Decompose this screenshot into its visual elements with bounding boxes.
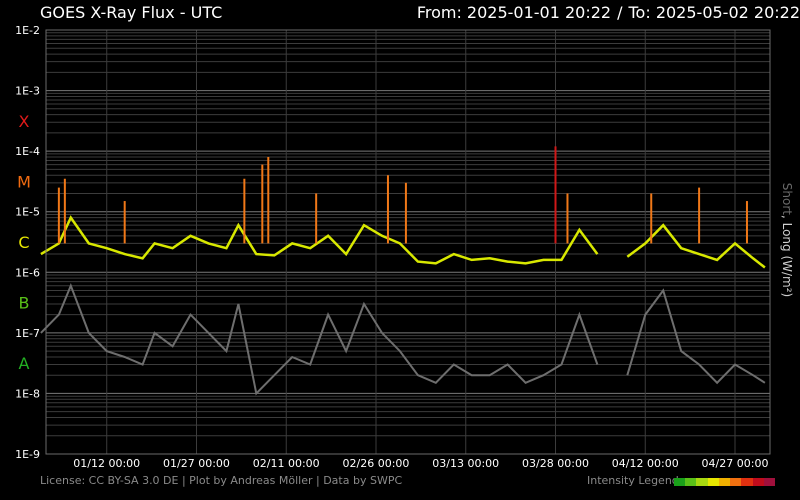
x-tick-label: 02/11 00:00: [253, 457, 320, 470]
flare-class-x: X: [19, 112, 30, 131]
y-tick-label: 1E-3: [15, 85, 40, 98]
intensity-legend-swatch: [707, 478, 719, 486]
flare-class-m: M: [17, 172, 31, 191]
intensity-legend-swatch: [674, 478, 686, 486]
range-separator: /: [617, 3, 623, 22]
intensity-legend-swatch: [730, 478, 742, 486]
y-axis-ticks: 1E-2 1E-3 1E-4 1E-5 1E-6 1E-7 1E-8 1E-9: [15, 24, 40, 461]
to-label: To: 2025-05-02 20:22: [628, 3, 800, 22]
from-label: From: 2025-01-01 20:22: [416, 3, 612, 22]
series-short-line: [40, 282, 766, 396]
flare-class-b: B: [19, 294, 30, 313]
flare-class-a: A: [19, 354, 30, 373]
y-axis-label-short: Short: [780, 182, 794, 215]
x-tick-label: 02/26 00:00: [343, 457, 410, 470]
x-tick-label: 03/13 00:00: [432, 457, 499, 470]
y-tick-label: 1E-7: [15, 327, 40, 340]
x-tick-label: 01/27 00:00: [163, 457, 230, 470]
plot-frame: [45, 29, 771, 455]
intensity-legend-swatch: [718, 478, 731, 486]
y-tick-label: 1E-4: [15, 145, 40, 158]
intensity-legend-label: Intensity Legend: [587, 474, 679, 487]
y-tick-label: 1E-8: [15, 387, 40, 400]
y-tick-label: 1E-6: [15, 266, 40, 279]
intensity-legend-swatch: [685, 478, 697, 486]
flare-class-labels: X M C B A: [17, 112, 31, 373]
intensity-legend-swatch: [752, 478, 764, 486]
x-tick-label: 03/28 00:00: [522, 457, 589, 470]
x-axis-ticks: 01/12 00:00 01/27 00:00 02/11 00:00 02/26 0…: [73, 457, 768, 470]
x-tick-label: 04/27 00:00: [702, 457, 769, 470]
flare-class-c: C: [18, 233, 29, 252]
y-axis-label-rest: , Long (W/m²): [780, 214, 794, 298]
y-tick-label: 1E-2: [15, 24, 40, 37]
intensity-legend-swatch: [741, 478, 753, 486]
intensity-legend-swatch: [763, 478, 775, 486]
y-tick-label: 1E-9: [15, 448, 40, 461]
chart-title: GOES X-Ray Flux - UTC: [40, 3, 223, 22]
x-tick-label: 04/12 00:00: [612, 457, 679, 470]
credits-footer: License: CC BY-SA 3.0 DE | Plot by Andre…: [40, 474, 403, 487]
chart-grid: [46, 30, 770, 455]
y-axis-label: Short, Long (W/m²): [780, 183, 794, 297]
time-range: From: 2025-01-01 20:22 / To: 2025-05-02 20…: [417, 3, 800, 22]
chart-series: [40, 146, 766, 396]
intensity-legend-swatch: [696, 478, 708, 486]
intensity-legend: [674, 478, 775, 486]
y-tick-label: 1E-5: [15, 206, 40, 219]
x-tick-label: 01/12 00:00: [73, 457, 140, 470]
